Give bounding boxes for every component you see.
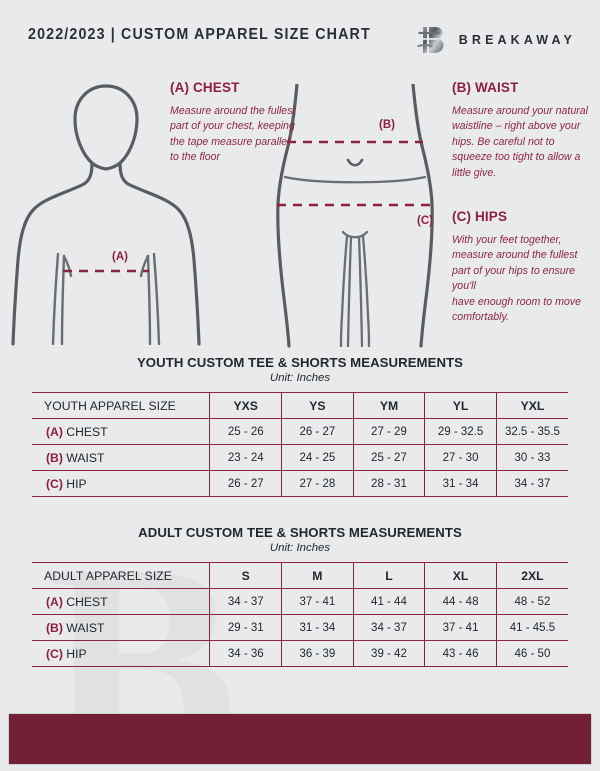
adult-size-col-3: XL: [424, 562, 497, 589]
adult-r0-c4: 48 - 52: [495, 588, 568, 615]
table-row: (A) CHEST 25 - 26 26 - 27 27 - 29 29 - 3…: [32, 418, 568, 445]
adult-row-header: ADULT APPAREL SIZE: [32, 562, 210, 589]
adult-row-2-label: (C) HIP: [32, 640, 210, 667]
page-title: 2022/2023 | CUSTOM APPAREL SIZE CHART: [28, 26, 371, 43]
breakaway-b-logo-icon: [416, 27, 444, 53]
youth-row-2-label: (C) HIP: [32, 470, 210, 497]
table-row: (C) HIP 26 - 27 27 - 28 28 - 31 31 - 34 …: [32, 470, 568, 497]
youth-r2-c4: 34 - 37: [495, 470, 568, 497]
youth-row-0-name: CHEST: [62, 424, 108, 439]
page-header: 2022/2023 | CUSTOM APPAREL SIZE CHART: [0, 0, 600, 70]
adult-row-2-name: HIP: [62, 646, 87, 661]
adult-r2-c4: 46 - 50: [495, 640, 568, 667]
table-row: (C) HIP 34 - 36 36 - 39 39 - 42 43 - 46 …: [32, 640, 568, 667]
adult-table-unit: Unit: Inches: [269, 542, 331, 554]
youth-r0-c0: 25 - 26: [209, 418, 282, 445]
waist-line-label: (B): [379, 119, 395, 131]
youth-size-col-1: YS: [281, 392, 354, 419]
adult-r1-c2: 34 - 37: [352, 614, 425, 641]
waist-info-block: (B) WAIST Measure around your natural wa…: [452, 80, 590, 181]
youth-r1-c3: 27 - 30: [424, 444, 497, 471]
waist-info-body: Measure around your natural waistline – …: [452, 105, 589, 179]
adult-row-0-label: (A) CHEST: [32, 588, 210, 615]
adult-r0-c1: 37 - 41: [281, 588, 354, 615]
table-header-row: ADULT APPAREL SIZE S M L XL 2XL: [32, 562, 568, 589]
table-header-row: YOUTH APPAREL SIZE YXS YS YM YL YXL: [32, 392, 568, 419]
chest-info-block: (A) CHEST Measure around the fullest par…: [170, 80, 300, 166]
brand-lockup: BREAKAWAY: [416, 24, 576, 56]
adult-row-0-name: CHEST: [62, 594, 108, 609]
adult-table-title: ADULT CUSTOM TEE & SHORTS MEASUREMENTS: [138, 525, 462, 540]
waist-info-heading: (B) WAIST: [452, 80, 519, 95]
youth-row-2-name: HIP: [62, 476, 87, 491]
lower-body-figure: (B) (C): [276, 84, 434, 348]
table-row: (B) WAIST 23 - 24 24 - 25 25 - 27 27 - 3…: [32, 444, 568, 471]
youth-size-table: YOUTH APPAREL SIZE YXS YS YM YL YXL (A) …: [32, 392, 568, 497]
adult-r2-c1: 36 - 39: [281, 640, 354, 667]
chest-line-label: (A): [112, 251, 128, 263]
youth-r2-c0: 26 - 27: [209, 470, 282, 497]
youth-r1-c0: 23 - 24: [209, 444, 282, 471]
chest-info-heading: (A) CHEST: [170, 80, 240, 95]
brand-name: BREAKAWAY: [458, 33, 576, 47]
chest-info-body: Measure around the fullest part of your …: [170, 105, 296, 164]
youth-r0-c4: 32.5 - 35.5: [495, 418, 568, 445]
adult-r1-c0: 29 - 31: [209, 614, 282, 641]
youth-table-title: YOUTH CUSTOM TEE & SHORTS MEASUREMENTS: [136, 355, 464, 370]
youth-row-0-label: (A) CHEST: [32, 418, 210, 445]
adult-size-col-4: 2XL: [495, 562, 568, 589]
adult-row-0-tag: (A): [46, 594, 63, 609]
youth-r2-c2: 28 - 31: [352, 470, 425, 497]
youth-size-col-4: YXL: [495, 392, 568, 419]
youth-r1-c4: 30 - 33: [495, 444, 568, 471]
youth-size-col-0: YXS: [209, 392, 282, 419]
adult-r0-c2: 41 - 44: [352, 588, 425, 615]
youth-row-2-tag: (C): [46, 476, 63, 491]
adult-row-1-tag: (B): [46, 620, 63, 635]
youth-r1-c2: 25 - 27: [352, 444, 425, 471]
hips-info-block: (C) HIPS With your feet together, measur…: [452, 209, 594, 326]
adult-size-col-2: L: [352, 562, 425, 589]
youth-r0-c3: 29 - 32.5: [424, 418, 497, 445]
navel-marker: [346, 158, 364, 167]
youth-row-0-tag: (A): [46, 424, 63, 439]
youth-row-1-label: (B) WAIST: [32, 444, 210, 471]
hips-info-body: With your feet together, measure around …: [452, 234, 581, 324]
adult-size-table: ADULT APPAREL SIZE S M L XL 2XL (A) CHES…: [32, 562, 568, 667]
upper-body-figure: (A): [11, 84, 201, 346]
youth-measurements-block: YOUTH CUSTOM TEE & SHORTS MEASUREMENTS U…: [32, 355, 568, 497]
adult-size-col-1: M: [281, 562, 354, 589]
youth-table-unit: Unit: Inches: [269, 372, 331, 384]
adult-r2-c0: 34 - 36: [209, 640, 282, 667]
adult-r1-c3: 37 - 41: [424, 614, 497, 641]
adult-r0-c3: 44 - 48: [424, 588, 497, 615]
measurement-diagrams: (A) (B) (C): [0, 70, 600, 348]
adult-r1-c1: 31 - 34: [281, 614, 354, 641]
adult-r0-c0: 34 - 37: [209, 588, 282, 615]
youth-size-col-2: YM: [352, 392, 425, 419]
adult-size-col-0: S: [209, 562, 282, 589]
adult-row-1-label: (B) WAIST: [32, 614, 210, 641]
footer-bar: [8, 713, 592, 765]
youth-size-col-3: YL: [424, 392, 497, 419]
hip-line-label: (C): [417, 215, 433, 227]
youth-r1-c1: 24 - 25: [281, 444, 354, 471]
youth-row-header: YOUTH APPAREL SIZE: [32, 392, 210, 419]
adult-r2-c2: 39 - 42: [352, 640, 425, 667]
youth-r2-c3: 31 - 34: [424, 470, 497, 497]
adult-row-1-name: WAIST: [62, 620, 105, 635]
youth-row-1-tag: (B): [46, 450, 63, 465]
adult-r1-c4: 41 - 45.5: [495, 614, 568, 641]
youth-r2-c1: 27 - 28: [281, 470, 354, 497]
adult-row-2-tag: (C): [46, 646, 63, 661]
youth-r0-c2: 27 - 29: [352, 418, 425, 445]
table-row: (A) CHEST 34 - 37 37 - 41 41 - 44 44 - 4…: [32, 588, 568, 615]
adult-measurements-block: ADULT CUSTOM TEE & SHORTS MEASUREMENTS U…: [32, 525, 568, 667]
adult-r2-c3: 43 - 46: [424, 640, 497, 667]
youth-r0-c1: 26 - 27: [281, 418, 354, 445]
hips-info-heading: (C) HIPS: [452, 209, 508, 224]
youth-row-1-name: WAIST: [62, 450, 105, 465]
table-row: (B) WAIST 29 - 31 31 - 34 34 - 37 37 - 4…: [32, 614, 568, 641]
